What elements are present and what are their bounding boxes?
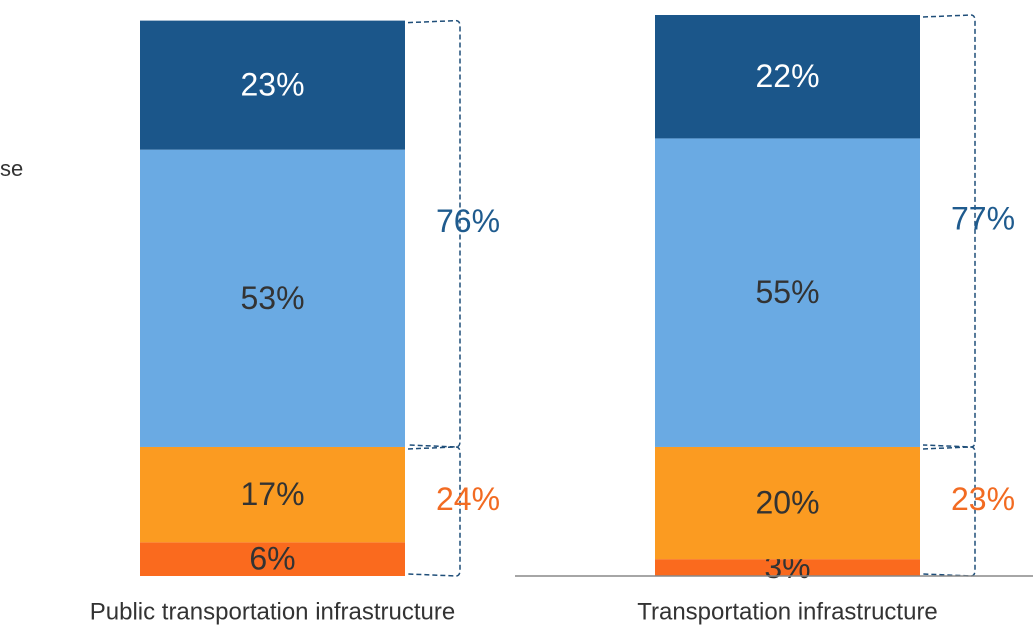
bar-segment: [655, 15, 920, 139]
bracket-label: 24%: [436, 481, 500, 517]
legend-fragment: se: [0, 156, 23, 181]
bar-segment: [140, 542, 405, 576]
bar-segment: [140, 446, 405, 543]
bar-segment: [140, 20, 405, 150]
bracket-label: 23%: [951, 481, 1015, 517]
value-label: 23%: [240, 67, 304, 103]
x-tick-label: Transportation infrastructure: [637, 598, 938, 625]
bar-segment: [140, 149, 405, 447]
bar-segment: [655, 559, 920, 576]
value-label: 55%: [755, 274, 819, 310]
bracket-label: 76%: [436, 203, 500, 239]
value-label: 22%: [755, 58, 819, 94]
bar-segment: [655, 138, 920, 447]
bracket-label: 77%: [951, 200, 1015, 236]
x-tick-label: Public transportation infrastructure: [90, 598, 456, 625]
bar-segment: [655, 446, 920, 560]
value-label: 53%: [240, 280, 304, 316]
value-label: 20%: [755, 485, 819, 521]
bracket: [407, 446, 461, 577]
value-label: 17%: [240, 476, 304, 512]
value-label: 6%: [249, 541, 295, 577]
